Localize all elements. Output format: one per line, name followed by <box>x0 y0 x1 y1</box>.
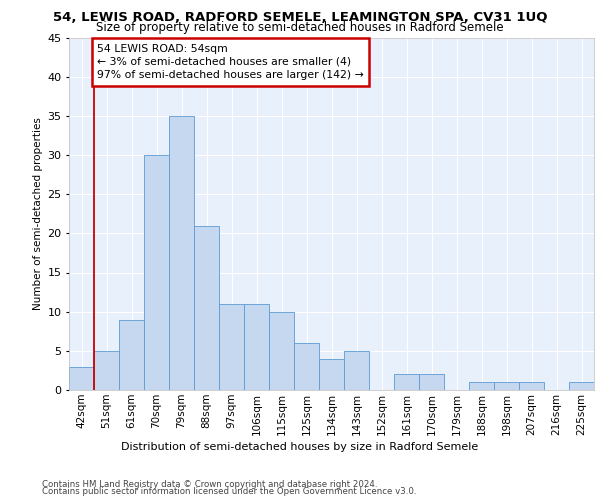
Text: 54, LEWIS ROAD, RADFORD SEMELE, LEAMINGTON SPA, CV31 1UQ: 54, LEWIS ROAD, RADFORD SEMELE, LEAMINGT… <box>53 11 547 24</box>
Text: Size of property relative to semi-detached houses in Radford Semele: Size of property relative to semi-detach… <box>96 22 504 35</box>
Bar <box>394 374 419 390</box>
Bar <box>519 382 544 390</box>
Bar <box>169 116 194 390</box>
Bar <box>469 382 494 390</box>
Bar <box>144 155 169 390</box>
Bar <box>194 226 219 390</box>
Bar <box>344 351 369 390</box>
Bar <box>69 366 94 390</box>
Bar <box>294 343 319 390</box>
Y-axis label: Number of semi-detached properties: Number of semi-detached properties <box>33 118 43 310</box>
Text: Contains public sector information licensed under the Open Government Licence v3: Contains public sector information licen… <box>42 488 416 496</box>
Bar <box>569 382 594 390</box>
Bar <box>244 304 269 390</box>
Text: Distribution of semi-detached houses by size in Radford Semele: Distribution of semi-detached houses by … <box>121 442 479 452</box>
Bar <box>494 382 519 390</box>
Bar <box>219 304 244 390</box>
Text: 54 LEWIS ROAD: 54sqm
← 3% of semi-detached houses are smaller (4)
97% of semi-de: 54 LEWIS ROAD: 54sqm ← 3% of semi-detach… <box>97 44 364 80</box>
Text: Contains HM Land Registry data © Crown copyright and database right 2024.: Contains HM Land Registry data © Crown c… <box>42 480 377 489</box>
Bar <box>119 320 144 390</box>
Bar <box>94 351 119 390</box>
Bar <box>269 312 294 390</box>
Bar <box>419 374 444 390</box>
Bar <box>319 358 344 390</box>
